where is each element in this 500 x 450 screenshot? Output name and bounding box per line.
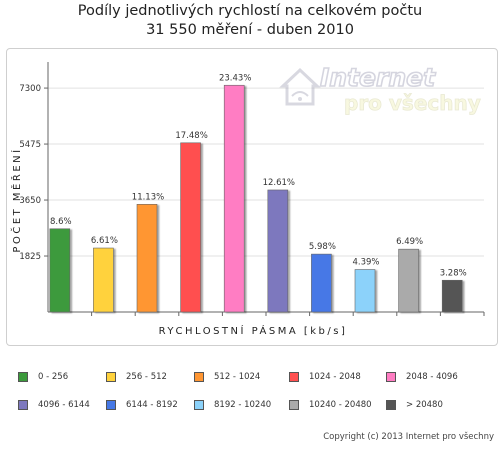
data-label-9: 6.49% xyxy=(396,237,423,247)
data-label-5: 23.43% xyxy=(219,73,251,83)
bars xyxy=(49,84,463,313)
legend-label: 10240 - 20480 xyxy=(309,400,372,410)
watermark-word-1: Internet xyxy=(320,63,436,92)
legend-label: 4096 - 6144 xyxy=(38,400,90,410)
legend-label: 8192 - 10240 xyxy=(214,400,272,410)
legend-swatch xyxy=(18,372,28,382)
y-tick-label: 3650 xyxy=(19,196,41,206)
watermark-word-2: pro všechny xyxy=(344,91,481,115)
legend-swatch xyxy=(194,400,204,410)
bar-3 xyxy=(136,204,158,313)
bar-10 xyxy=(441,279,463,313)
legend-label: 0 - 256 xyxy=(38,372,69,382)
bar-2 xyxy=(93,247,114,313)
y-tick-label: 1825 xyxy=(19,252,41,262)
data-label-2: 6.61% xyxy=(91,236,118,246)
y-tick-labels: 1825 3650 5475 7300 xyxy=(19,84,41,262)
chart-title-line-1: Podíly jednotlivých rychlostí na celkové… xyxy=(77,3,423,19)
data-label-4: 17.48% xyxy=(175,131,207,141)
legend: 0 - 256 256 - 512 512 - 1024 1024 - 2048 204… xyxy=(0,360,500,420)
legend-swatch xyxy=(106,400,116,410)
chart-title: Podíly jednotlivých rychlostí na celkové… xyxy=(0,2,500,40)
legend-label: 1024 - 2048 xyxy=(309,372,361,382)
legend-swatch xyxy=(194,372,204,382)
legend-swatch xyxy=(386,400,396,410)
legend-label: 6144 - 8192 xyxy=(126,400,178,410)
y-axis-title: POČET MĚŘENÍ xyxy=(10,147,23,252)
y-tick-label: 7300 xyxy=(19,84,41,94)
bar-6 xyxy=(267,189,289,313)
bar-7 xyxy=(311,253,332,313)
legend-label: > 20480 xyxy=(406,400,443,410)
watermark-logo: Internet pro všechny xyxy=(279,62,481,115)
data-labels: 8.6% 6.61% 11.13% 17.48% 23.43% 12.61% 5.98% 4.… xyxy=(50,73,467,278)
legend-swatch xyxy=(289,400,299,410)
x-axis-title: RYCHLOSTNÍ PÁSMA [kb/s] xyxy=(159,324,348,337)
bar-4 xyxy=(180,142,201,313)
legend-label: 256 - 512 xyxy=(126,372,167,382)
y-tick-label: 5475 xyxy=(19,140,41,150)
legend-swatch xyxy=(386,372,396,382)
bar-1 xyxy=(49,228,71,313)
chart-title-line-2: 31 550 měření - duben 2010 xyxy=(146,22,354,38)
legend-swatch xyxy=(106,372,116,382)
legend-label: 2048 - 4096 xyxy=(406,372,458,382)
bar-8 xyxy=(354,269,376,313)
data-label-6: 12.61% xyxy=(263,178,295,188)
house-icon xyxy=(279,67,321,106)
bar-9 xyxy=(398,248,419,313)
legend-swatch xyxy=(289,372,299,382)
data-label-8: 4.39% xyxy=(352,258,379,268)
legend-swatch xyxy=(18,400,28,410)
data-label-3: 11.13% xyxy=(132,192,164,202)
data-label-7: 5.98% xyxy=(309,242,336,252)
bar-5 xyxy=(223,84,245,313)
data-label-10: 3.28% xyxy=(440,268,467,278)
legend-label: 512 - 1024 xyxy=(214,372,261,382)
copyright-text: Copyright (c) 2013 Internet pro všechny xyxy=(323,432,494,442)
data-label-1: 8.6% xyxy=(50,217,72,227)
